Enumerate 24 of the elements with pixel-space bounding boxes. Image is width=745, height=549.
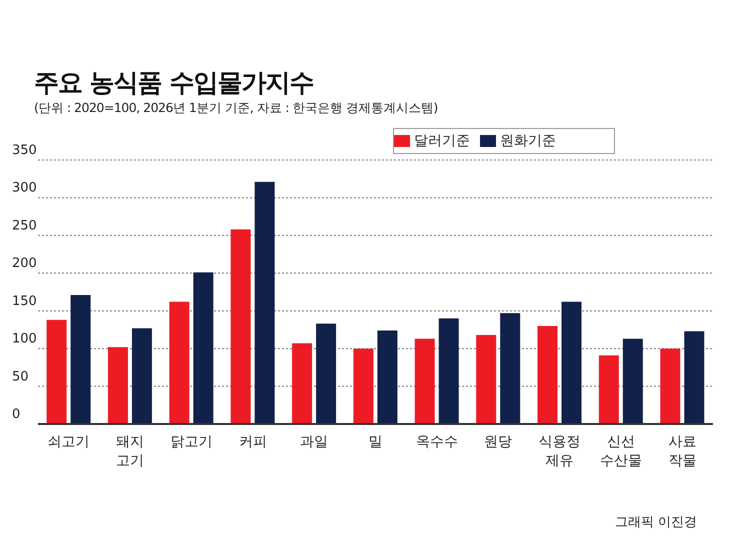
y-tick-label: 0 [12, 407, 20, 422]
x-tick-label: 커피 [238, 434, 267, 450]
x-tick-label: 밀 [368, 434, 382, 450]
chart-title: 주요 농식품 수입물가지수 [34, 67, 314, 99]
x-tick-label: 원당 [484, 434, 512, 450]
y-tick-label: 200 [12, 256, 37, 272]
y-tick-label: 50 [12, 369, 29, 384]
x-tick-label: 과일 [300, 434, 328, 450]
y-tick-label: 100 [12, 332, 37, 347]
y-tick-label: 150 [12, 294, 37, 309]
y-tick-label: 300 [12, 180, 37, 196]
chart-subtitle: (단위 : 2020=100, 2026년 1분기 기준, 자료 : 한국은행 경제통계시스템) [34, 100, 438, 117]
x-tick-label: 닭고기 [170, 434, 212, 450]
legend-label: 달러기준 [414, 133, 470, 149]
y-tick-label: 250 [12, 218, 37, 234]
y-tick-label: 350 [12, 143, 37, 158]
x-tick-label: 쇠고기 [48, 434, 90, 450]
text: 그래픽 이진경 [614, 514, 697, 531]
x-tick-label: 식용정 제유 [538, 434, 581, 469]
x-tick-label: 사료 작물 [668, 434, 696, 469]
legend-label: 원화기준 [500, 133, 556, 149]
x-tick-label: 돼지 고기 [116, 434, 144, 469]
x-tick-label: 신선 수산물 [600, 434, 642, 469]
x-tick-label: 옥수수 [416, 434, 458, 450]
